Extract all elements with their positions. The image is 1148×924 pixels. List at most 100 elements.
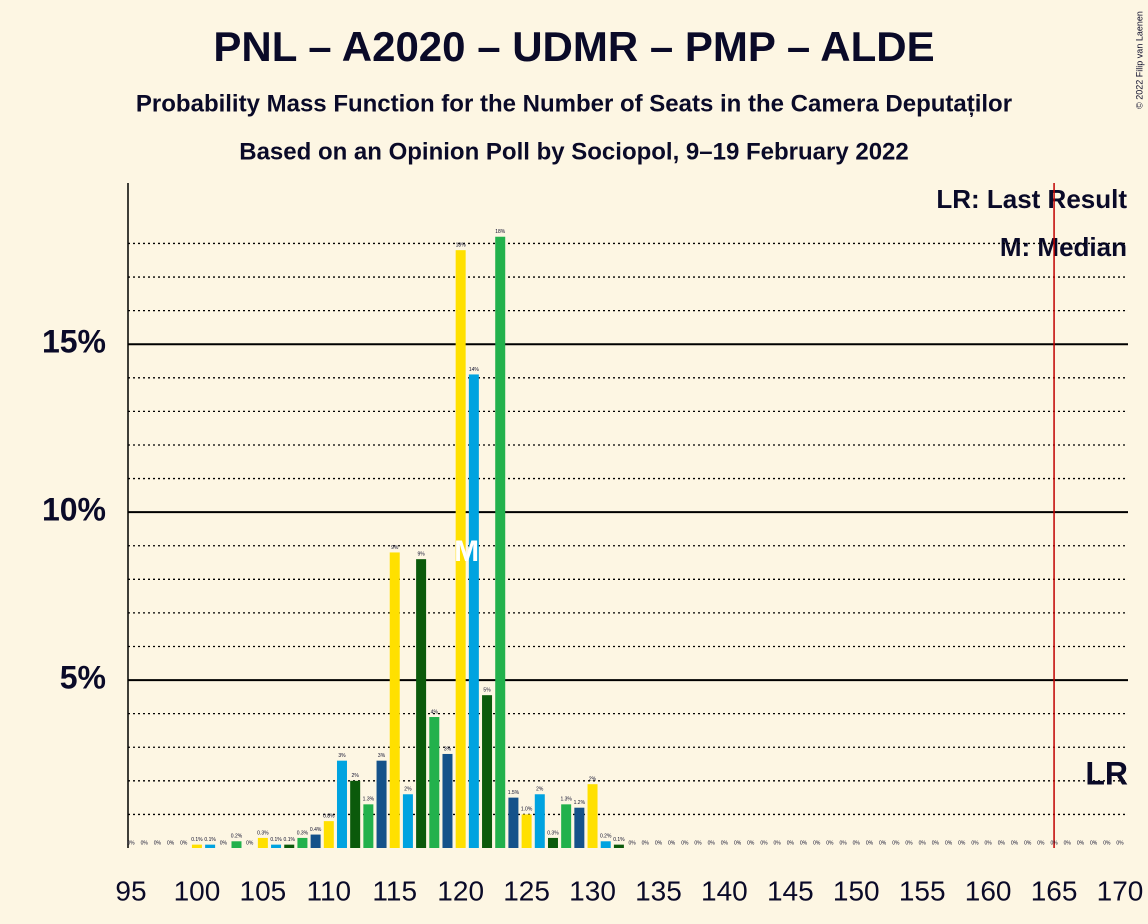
chart-subtitle: Based on an Opinion Poll by Sociopol, 9–…: [239, 138, 909, 165]
bar: [191, 844, 202, 848]
value-label: 2%: [589, 777, 597, 783]
value-label: 0.8%: [323, 813, 335, 819]
value-label: 0%: [747, 840, 755, 846]
value-label: 0.1%: [613, 837, 625, 843]
value-label: 0%: [708, 840, 716, 846]
value-label: 0%: [958, 840, 966, 846]
value-label: 0%: [919, 840, 927, 846]
value-label: 0%: [141, 840, 149, 846]
value-label: 0%: [826, 840, 834, 846]
value-label: 0%: [787, 840, 795, 846]
bar: [205, 844, 216, 848]
value-label: 0%: [1037, 840, 1045, 846]
y-tick-label: 5%: [60, 660, 106, 696]
value-label: 0%: [1077, 840, 1085, 846]
value-label: 0%: [167, 840, 175, 846]
value-label: 0%: [932, 840, 940, 846]
legend-entry: M: Median: [1000, 232, 1127, 262]
value-label: 0.2%: [600, 834, 612, 840]
x-tick-label: 100: [174, 875, 221, 906]
value-label: 0%: [180, 840, 188, 846]
value-label: 0%: [1011, 840, 1019, 846]
chart-title: PNL – A2020 – UDMR – PMP – ALDE: [213, 23, 934, 70]
bar: [363, 804, 374, 848]
value-label: 0%: [220, 840, 228, 846]
value-label: 0%: [879, 840, 887, 846]
value-label: 0%: [866, 840, 874, 846]
bar: [574, 807, 585, 848]
y-tick-label: 10%: [42, 492, 106, 528]
value-label: 1.3%: [363, 797, 375, 803]
x-tick-label: 145: [767, 875, 814, 906]
value-label: 0%: [681, 840, 689, 846]
value-label: 0.3%: [547, 830, 559, 836]
bar: [495, 236, 506, 849]
x-tick-label: 170: [1097, 875, 1144, 906]
bar: [350, 780, 361, 848]
value-label: 4%: [431, 709, 439, 715]
bar: [508, 797, 519, 848]
value-label: 0%: [800, 840, 808, 846]
value-label: 18%: [495, 229, 506, 235]
x-tick-label: 115: [372, 875, 417, 906]
bar: [376, 760, 387, 848]
bar: [336, 760, 347, 848]
bar: [482, 695, 493, 848]
bar: [271, 844, 282, 848]
value-label: 3%: [378, 753, 386, 759]
value-label: 0%: [246, 840, 254, 846]
value-label: 0%: [998, 840, 1006, 846]
value-label: 2%: [536, 787, 544, 793]
value-label: 0%: [1103, 840, 1111, 846]
value-label: 0%: [853, 840, 861, 846]
value-label: 0%: [668, 840, 676, 846]
bar: [547, 837, 558, 848]
value-label: 0%: [721, 840, 729, 846]
bar: [323, 821, 334, 848]
value-label: 0%: [1024, 840, 1032, 846]
bar: [534, 794, 545, 848]
value-label: 0.1%: [270, 837, 282, 843]
value-label: 1.0%: [521, 807, 533, 813]
chart-subtitle: Probability Mass Function for the Number…: [136, 90, 1012, 117]
value-label: 9%: [417, 551, 425, 557]
value-label: 0%: [127, 840, 135, 846]
value-label: 0.3%: [297, 830, 309, 836]
value-label: 1.3%: [560, 797, 572, 803]
bar: [455, 250, 466, 848]
x-tick-label: 155: [899, 875, 946, 906]
value-label: 0.1%: [284, 837, 296, 843]
x-tick-label: 140: [701, 875, 748, 906]
value-label: 0%: [774, 840, 782, 846]
value-label: 3%: [338, 753, 346, 759]
value-label: 0%: [642, 840, 650, 846]
value-label: 0%: [839, 840, 847, 846]
value-label: 0%: [813, 840, 821, 846]
bar: [297, 837, 308, 848]
value-label: 0.2%: [231, 834, 243, 840]
bar: [468, 374, 479, 848]
value-label: 0.1%: [204, 837, 216, 843]
legend-entry: LR: Last Result: [936, 184, 1127, 214]
value-label: 1.5%: [508, 790, 520, 796]
value-label: 0%: [1116, 840, 1124, 846]
bar: [429, 717, 440, 848]
x-tick-label: 165: [1031, 875, 1078, 906]
bar: [600, 841, 611, 848]
value-label: 0%: [760, 840, 768, 846]
value-label: 0%: [734, 840, 742, 846]
x-tick-label: 120: [437, 875, 484, 906]
x-tick-label: 135: [635, 875, 682, 906]
median-marker: M: [454, 535, 479, 568]
value-label: 0%: [892, 840, 900, 846]
x-tick-label: 160: [965, 875, 1012, 906]
bar: [284, 844, 295, 848]
value-label: 0%: [905, 840, 913, 846]
bar: [231, 841, 242, 848]
value-label: 2%: [352, 773, 360, 779]
value-label: 0.4%: [310, 827, 322, 833]
value-label: 0%: [655, 840, 663, 846]
x-tick-label: 105: [240, 875, 287, 906]
